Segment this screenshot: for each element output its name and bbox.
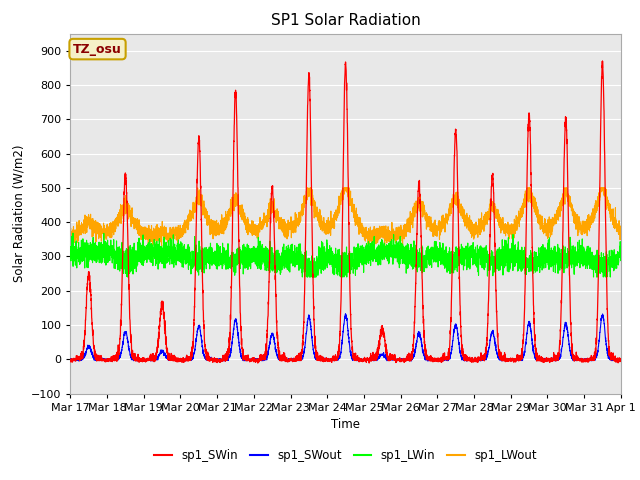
Legend: sp1_SWin, sp1_SWout, sp1_LWin, sp1_LWout: sp1_SWin, sp1_SWout, sp1_LWin, sp1_LWout [150, 444, 541, 467]
Title: SP1 Solar Radiation: SP1 Solar Radiation [271, 13, 420, 28]
Text: TZ_osu: TZ_osu [73, 43, 122, 56]
Y-axis label: Solar Radiation (W/m2): Solar Radiation (W/m2) [12, 145, 26, 282]
X-axis label: Time: Time [331, 418, 360, 431]
